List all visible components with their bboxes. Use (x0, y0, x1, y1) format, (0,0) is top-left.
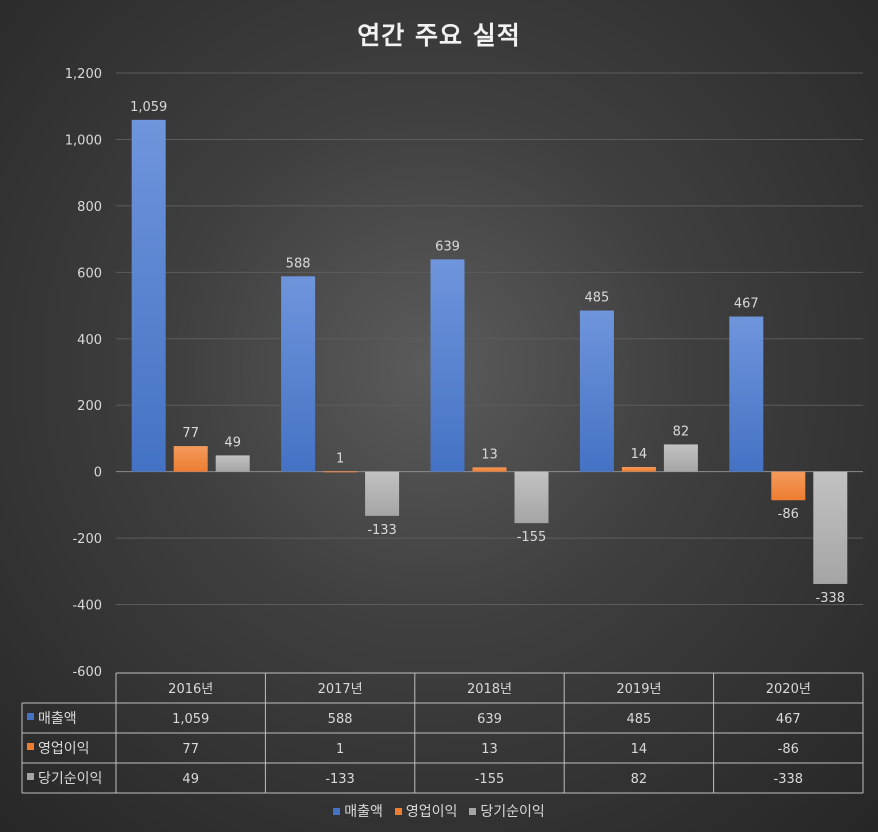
table-header-cell: 2020년 (766, 682, 811, 697)
data-label: 1 (336, 451, 344, 466)
y-tick-label: 1,200 (65, 67, 102, 82)
table-cell: -338 (774, 772, 804, 787)
legend-swatch (394, 807, 402, 815)
legend-swatch (333, 807, 341, 815)
legend: 매출액 영업이익 당기순이익 (0, 801, 878, 821)
bar (173, 446, 208, 472)
table-cell: -155 (475, 772, 505, 787)
chart-title: 연간 주요 실적 (357, 21, 521, 50)
bar (215, 455, 250, 472)
bar (281, 276, 316, 472)
table-cell: 49 (182, 772, 199, 787)
table-cell: 14 (631, 742, 648, 757)
table-legend-key (27, 773, 34, 780)
data-label: 77 (182, 426, 199, 441)
bar (514, 471, 549, 524)
y-tick-label: 800 (77, 200, 102, 215)
table-cell: -133 (325, 772, 355, 787)
table-cell: 1 (336, 742, 344, 757)
data-label: 485 (584, 291, 609, 306)
data-label: -133 (367, 523, 397, 538)
table-header-cell: 2018년 (467, 682, 512, 697)
legend-item: 영업이익 (394, 801, 458, 821)
table-cell: 588 (328, 712, 353, 727)
legend-swatch (469, 807, 477, 815)
table-cell: 77 (182, 742, 199, 757)
bar (472, 467, 507, 472)
legend-label: 당기순이익 (480, 804, 545, 820)
data-label: 639 (435, 239, 460, 254)
table-header-cell: 2019년 (616, 682, 661, 697)
table-row-label: 매출액 (38, 711, 77, 727)
legend-label: 영업이익 (405, 804, 458, 820)
data-label: 1,059 (130, 100, 167, 115)
legend-item: 매출액 (333, 801, 383, 821)
legend-label: 매출액 (344, 804, 383, 820)
table-legend-key (27, 743, 34, 750)
data-label: 49 (224, 435, 241, 450)
bar (771, 471, 806, 501)
data-label: -86 (778, 507, 799, 522)
bar (621, 467, 656, 472)
y-tick-label: -400 (72, 599, 102, 614)
data-label: 82 (673, 424, 690, 439)
y-tick-label: 400 (77, 333, 102, 348)
table-row-label: 당기순이익 (38, 771, 102, 787)
table-cell: 639 (477, 712, 502, 727)
data-label: -155 (517, 530, 547, 545)
table-cell: 13 (481, 742, 498, 757)
table-legend-key (27, 713, 34, 720)
bar (579, 310, 614, 472)
y-tick-label: -200 (72, 532, 102, 547)
table-header-cell: 2017년 (318, 682, 363, 697)
data-label: 588 (286, 256, 311, 271)
data-label: 14 (631, 447, 648, 462)
y-tick-label: 0 (94, 466, 102, 481)
y-tick-label: 600 (77, 266, 102, 281)
data-label: -338 (816, 591, 846, 606)
table-cell: 1,059 (172, 712, 209, 727)
y-tick-label: -600 (72, 665, 102, 680)
bar (131, 119, 166, 472)
y-tick-label: 200 (77, 399, 102, 414)
legend-item: 당기순이익 (469, 801, 545, 821)
table-row-label: 영업이익 (38, 741, 90, 757)
table-cell: 82 (631, 772, 648, 787)
bar (323, 471, 358, 473)
table-cell: 467 (776, 712, 801, 727)
bar (729, 316, 764, 472)
data-label: 467 (734, 297, 759, 312)
bar (813, 471, 848, 584)
table-header-cell: 2016년 (168, 682, 213, 697)
table-cell: 485 (626, 712, 651, 727)
data-label: 13 (481, 447, 498, 462)
table-cell: -86 (778, 742, 799, 757)
bar (663, 444, 698, 472)
bar (365, 471, 400, 516)
y-tick-label: 1,000 (65, 133, 102, 148)
bar (430, 259, 465, 472)
